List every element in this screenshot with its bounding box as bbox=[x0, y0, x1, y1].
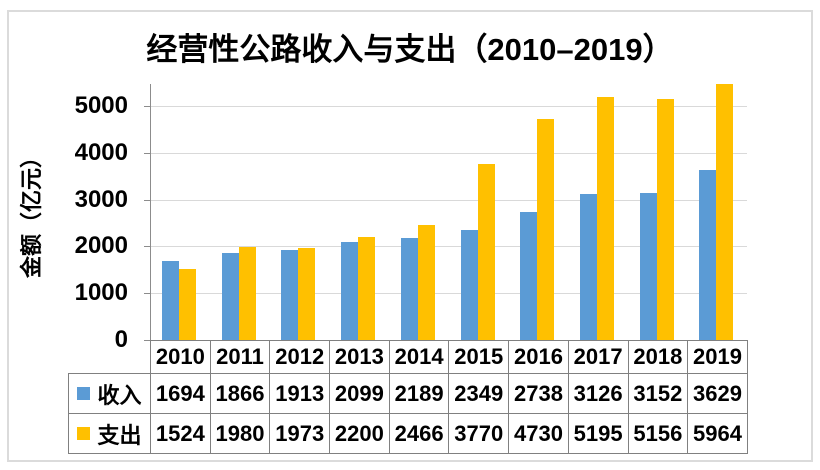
legend-cell-expense: 支出 bbox=[68, 413, 151, 454]
legend-label: 支出 bbox=[97, 422, 142, 448]
y-gridline bbox=[150, 106, 747, 107]
data-table: 2010 2011 2012 2013 2014 2015 2016 2017 2018 2019… bbox=[68, 340, 748, 454]
value-cell: 5156 bbox=[627, 413, 689, 454]
value-cell: 2200 bbox=[329, 413, 390, 454]
expense-bar bbox=[298, 247, 316, 340]
legend-color-swatch bbox=[77, 387, 91, 400]
income-bar bbox=[400, 237, 418, 340]
expense-bar bbox=[477, 163, 495, 340]
year-cell: 2010 bbox=[150, 340, 211, 374]
y-axis-tick bbox=[144, 106, 150, 107]
year-cell: 2016 bbox=[508, 340, 569, 374]
value-cell: 3629 bbox=[687, 373, 748, 414]
income-bar bbox=[699, 170, 717, 340]
value-cell: 5195 bbox=[567, 413, 629, 454]
y-axis-tick bbox=[144, 152, 150, 154]
value-cell: 1973 bbox=[269, 413, 331, 454]
income-bar bbox=[520, 211, 538, 340]
expense-bar bbox=[238, 247, 256, 340]
year-cell: 2017 bbox=[567, 340, 629, 374]
y-axis-tick-label: 3000 bbox=[74, 185, 128, 213]
table-row: 支出 1524 1980 1973 2200 2466 3770 4730 5195 5156 59… bbox=[68, 413, 748, 454]
income-bar bbox=[221, 252, 239, 340]
income-bar bbox=[162, 260, 179, 340]
plot-area bbox=[150, 84, 747, 340]
year-cell: 2014 bbox=[388, 340, 450, 374]
income-bar bbox=[281, 250, 299, 340]
value-cell: 3126 bbox=[567, 373, 629, 414]
value-cell: 2189 bbox=[388, 373, 450, 414]
value-cell: 1980 bbox=[209, 413, 271, 454]
expense-bar bbox=[596, 96, 614, 340]
value-cell: 1524 bbox=[150, 413, 211, 454]
y-axis-tick bbox=[144, 246, 150, 248]
y-axis-tick-label: 5000 bbox=[74, 92, 128, 119]
value-cell: 3770 bbox=[448, 413, 510, 454]
y-axis-tick bbox=[144, 293, 150, 295]
income-bar bbox=[341, 241, 359, 340]
x-axis-row: 2010 2011 2012 2013 2014 2015 2016 2017 2018 2019 bbox=[69, 340, 748, 374]
year-cell: 2018 bbox=[627, 340, 689, 374]
expense-bar bbox=[537, 118, 555, 340]
year-cell: 2012 bbox=[269, 340, 331, 374]
value-cell: 1694 bbox=[150, 373, 211, 414]
legend-color-swatch bbox=[77, 427, 91, 440]
income-bar bbox=[579, 193, 597, 340]
y-axis-tick-label: 1000 bbox=[74, 279, 128, 307]
income-bar bbox=[639, 192, 657, 340]
value-cell: 2466 bbox=[388, 413, 450, 454]
expense-bar bbox=[358, 237, 376, 340]
y-gridline bbox=[150, 293, 747, 295]
year-cell: 2019 bbox=[687, 340, 748, 374]
y-axis-tick bbox=[144, 340, 150, 341]
y-axis-tick-label: 2000 bbox=[74, 232, 128, 260]
year-cell: 2015 bbox=[448, 340, 510, 374]
y-gridline bbox=[150, 246, 747, 248]
y-gridline bbox=[150, 199, 747, 201]
income-bar bbox=[460, 230, 478, 340]
table-row: 收入 1694 1866 1913 2099 2189 2349 2738 3126 3152 36… bbox=[68, 373, 748, 414]
value-cell: 2099 bbox=[329, 373, 390, 414]
value-cell: 3152 bbox=[627, 373, 689, 414]
y-axis-tick bbox=[144, 199, 150, 201]
y-axis-tick-label: 0 bbox=[114, 326, 128, 353]
expense-bar bbox=[656, 98, 674, 340]
chart-title: 经营性公路收入与支出（2010–2019） bbox=[146, 32, 674, 67]
y-axis-line bbox=[150, 84, 151, 340]
value-cell: 4730 bbox=[508, 413, 569, 454]
value-cell: 5964 bbox=[687, 413, 748, 454]
year-cell: 2011 bbox=[209, 340, 271, 374]
legend-cell-income: 收入 bbox=[68, 373, 151, 414]
table-stub-blank bbox=[69, 341, 151, 374]
expense-bar bbox=[179, 268, 196, 340]
y-gridline bbox=[150, 152, 747, 154]
expense-bar bbox=[417, 224, 435, 340]
value-cell: 2349 bbox=[448, 373, 510, 414]
year-cell: 2013 bbox=[329, 340, 390, 374]
value-cell: 2738 bbox=[508, 373, 569, 414]
expense-bar bbox=[716, 84, 734, 340]
value-cell: 1866 bbox=[209, 373, 271, 414]
value-cell: 1913 bbox=[269, 373, 331, 414]
legend-label: 收入 bbox=[97, 382, 142, 408]
y-axis-tick-label: 4000 bbox=[74, 138, 128, 166]
